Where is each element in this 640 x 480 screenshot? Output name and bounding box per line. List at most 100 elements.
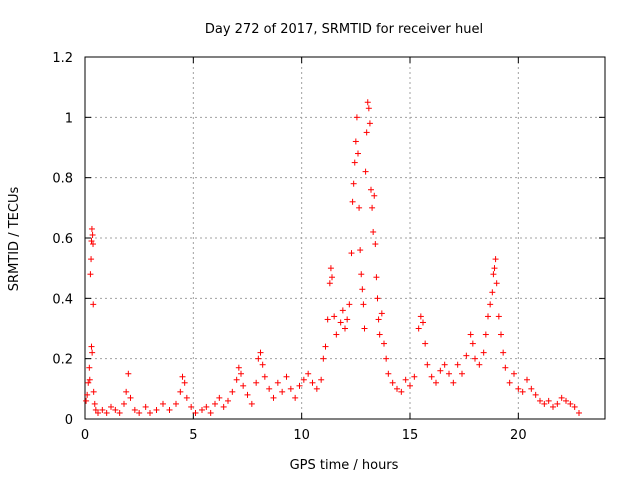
data-point xyxy=(261,373,268,380)
data-point xyxy=(131,406,138,413)
data-point xyxy=(506,379,513,386)
data-point xyxy=(87,271,94,278)
y-tick-label: 1.2 xyxy=(52,51,73,66)
data-point xyxy=(327,265,334,272)
data-point xyxy=(491,265,498,272)
data-point xyxy=(351,159,358,166)
data-point xyxy=(376,331,383,338)
data-point xyxy=(90,301,97,308)
data-point xyxy=(235,364,242,371)
data-point xyxy=(203,403,210,410)
data-point xyxy=(495,313,502,320)
data-point xyxy=(372,241,379,248)
data-point xyxy=(374,295,381,302)
y-tick-label: 0.4 xyxy=(52,292,73,307)
data-point xyxy=(339,307,346,314)
data-point xyxy=(238,370,244,377)
data-point xyxy=(407,382,413,389)
data-point xyxy=(207,409,214,416)
data-point xyxy=(550,403,556,410)
data-point xyxy=(333,331,340,338)
tick-label-layer: 0 5 10 15 20 0 0.2 0.4 0.6 0.8 1 1.2 xyxy=(52,51,526,443)
data-point xyxy=(216,394,223,401)
y-axis-label: SRMTID / TECUs xyxy=(7,187,22,292)
data-point xyxy=(326,280,333,287)
data-point xyxy=(489,289,496,296)
data-point xyxy=(283,373,290,380)
data-point xyxy=(88,238,95,245)
data-point xyxy=(313,385,320,392)
data-point xyxy=(337,319,344,326)
data-point xyxy=(331,313,338,320)
data-point xyxy=(259,361,266,368)
data-point xyxy=(248,400,255,407)
data-point xyxy=(545,397,552,404)
data-point xyxy=(394,385,400,392)
x-axis-label: GPS time / hours xyxy=(290,458,399,473)
data-point xyxy=(515,385,522,392)
data-point xyxy=(498,331,504,338)
data-point xyxy=(362,168,369,175)
data-point xyxy=(381,340,387,347)
data-point xyxy=(524,376,530,383)
data-point xyxy=(90,388,97,395)
data-point xyxy=(279,388,286,395)
data-point xyxy=(519,388,526,395)
data-point xyxy=(398,388,405,395)
data-point xyxy=(240,382,247,389)
data-point xyxy=(571,403,578,410)
data-point xyxy=(89,231,96,238)
data-point xyxy=(125,370,132,377)
data-point xyxy=(127,394,134,401)
data-point xyxy=(121,400,127,407)
data-point xyxy=(212,400,218,407)
data-point xyxy=(287,385,294,392)
data-point xyxy=(329,274,335,281)
y-tick-label: 0 xyxy=(65,413,73,428)
data-point xyxy=(433,379,439,386)
data-point xyxy=(528,385,535,392)
data-point xyxy=(356,204,363,211)
data-point xyxy=(366,120,373,127)
x-tick-label: 15 xyxy=(402,428,419,443)
data-point xyxy=(84,391,91,398)
data-point xyxy=(183,394,190,401)
data-point xyxy=(177,388,184,395)
data-point xyxy=(558,394,565,401)
data-point xyxy=(346,301,353,308)
data-point xyxy=(480,349,487,356)
data-point xyxy=(359,286,366,293)
data-point xyxy=(85,379,92,386)
data-point xyxy=(350,180,357,187)
data-point xyxy=(166,406,173,413)
data-point xyxy=(160,400,166,407)
data-point xyxy=(296,382,303,389)
data-point xyxy=(417,313,424,320)
data-point xyxy=(402,376,409,383)
data-point xyxy=(173,400,179,407)
data-point xyxy=(253,379,260,386)
data-point xyxy=(378,310,385,317)
y-tick-label: 1 xyxy=(65,111,73,126)
data-point xyxy=(420,319,426,326)
data-point xyxy=(537,397,543,404)
data-point xyxy=(463,352,470,359)
data-point xyxy=(360,301,367,308)
data-point xyxy=(318,376,325,383)
data-point xyxy=(88,256,95,263)
data-point xyxy=(292,394,299,401)
data-point xyxy=(300,376,307,383)
data-point xyxy=(361,325,368,332)
x-tick-label: 0 xyxy=(81,428,89,443)
data-point xyxy=(563,397,569,404)
data-point xyxy=(147,409,153,416)
data-point xyxy=(255,355,262,362)
data-point xyxy=(266,385,273,392)
data-point xyxy=(554,400,561,407)
y-tick-label: 0.6 xyxy=(52,232,73,247)
data-point xyxy=(502,364,509,371)
data-point xyxy=(492,256,499,263)
data-point xyxy=(90,241,97,248)
y-tick-label: 0.2 xyxy=(52,353,73,368)
data-point xyxy=(274,379,281,386)
